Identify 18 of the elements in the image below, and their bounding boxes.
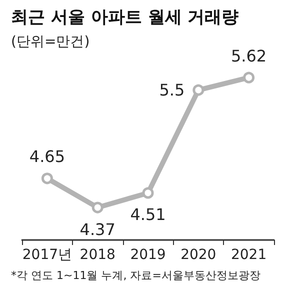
chart-title: 최근 서울 아파트 월세 거래량 [11,8,239,28]
point [243,72,255,84]
x-tick-label: 2020 [180,247,216,263]
data-label: 5.62 [230,46,267,66]
data-label: 4.37 [80,220,116,239]
x-tick-label: 2019 [130,247,166,263]
data-label: 5.5 [159,80,185,100]
x-tick-label: 2017년 [22,247,72,263]
x-tick-label: 2021 [230,247,267,263]
data-label: 4.65 [29,147,66,166]
text: *각 연도 1~11월 누계, 자료=서울부동산정보광장 [11,269,260,282]
point [192,84,204,96]
point [142,187,154,199]
chart-subtitle: (단위=만건) [11,34,90,50]
point [41,172,53,184]
x-tick-label: 2018 [80,247,116,263]
data-label: 4.51 [130,205,166,224]
point [92,202,104,214]
